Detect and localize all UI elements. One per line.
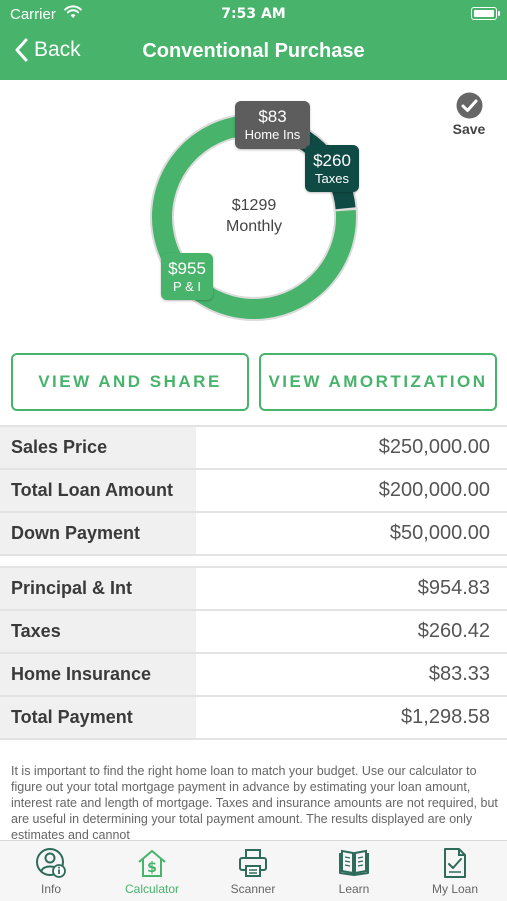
row-label: Sales Price <box>0 427 196 468</box>
row-value: $260.42 <box>417 620 490 642</box>
segment-display: $955 <box>168 259 206 278</box>
row-label: Principal & Int <box>0 568 196 609</box>
row-label: Home Insurance <box>0 654 196 695</box>
row-value: $250,000.00 <box>378 436 490 458</box>
disclaimer-text: It is important to find the right home l… <box>11 764 498 841</box>
page-title: Conventional Purchase <box>142 40 365 62</box>
segment-label: P & I <box>173 279 201 294</box>
row-value: $83.33 <box>428 663 490 685</box>
loan-summary-table: Sales Price $250,000.00 Total Loan Amoun… <box>0 425 507 556</box>
wifi-icon <box>64 5 82 23</box>
tab-label: My Loan <box>431 882 479 896</box>
header-bar: Carrier 7:53 AM Back Conventional Purcha… <box>0 0 507 80</box>
house-dollar-icon: $ <box>138 850 166 877</box>
save-button[interactable]: Save <box>448 92 490 137</box>
status-bar: Carrier 7:53 AM <box>0 5 507 24</box>
table-row: Down Payment $50,000.00 <box>0 513 507 556</box>
tab-calculator[interactable]: $ Calculator <box>112 847 192 896</box>
back-button[interactable]: Back <box>14 38 81 62</box>
segment-display: $83 <box>258 107 287 126</box>
tab-label: Learn <box>338 882 370 896</box>
status-time: 7:53 AM <box>221 6 286 22</box>
row-value: $1,298.58 <box>401 706 490 728</box>
tab-label: Info <box>40 882 61 896</box>
segment-display: $260 <box>313 151 351 170</box>
save-label: Save <box>452 121 486 137</box>
segment-tag-taxes: $260 Taxes <box>305 145 359 192</box>
row-label: Down Payment <box>0 513 196 554</box>
table-row: Principal & Int $954.83 <box>0 568 507 611</box>
chevron-left-icon <box>15 38 28 62</box>
row-label: Total Payment <box>0 697 196 738</box>
tab-bar: Info $ Calculator Scanner Learn <box>0 840 507 901</box>
checkmark-circle-icon <box>456 92 482 119</box>
row-value: $954.83 <box>417 577 490 599</box>
tab-label: Scanner <box>230 882 276 896</box>
center-value: $1299 <box>231 197 277 214</box>
row-value: $200,000.00 <box>378 479 490 501</box>
tab-label: Calculator <box>124 882 180 896</box>
svg-text:$: $ <box>147 860 157 876</box>
table-row: Home Insurance $83.33 <box>0 654 507 697</box>
tab-learn[interactable]: Learn <box>314 847 394 896</box>
table-row: Total Payment $1,298.58 <box>0 697 507 740</box>
book-icon <box>339 849 369 876</box>
printer-icon <box>239 849 267 877</box>
view-amortization-button[interactable]: VIEW AMORTIZATION <box>259 353 497 411</box>
segment-tag-pi: $955 P & I <box>161 253 213 300</box>
tab-my-loan[interactable]: My Loan <box>415 847 495 896</box>
view-and-share-button[interactable]: VIEW AND SHARE <box>11 353 249 411</box>
tab-scanner[interactable]: Scanner <box>213 847 293 896</box>
payment-donut-chart <box>150 113 358 321</box>
segment-label: Taxes <box>315 171 349 186</box>
row-label: Total Loan Amount <box>0 470 196 511</box>
segment-tag-home-ins: $83 Home Ins <box>235 101 310 149</box>
table-row: Total Loan Amount $200,000.00 <box>0 470 507 513</box>
document-check-icon <box>444 848 466 878</box>
carrier-label: Carrier <box>10 6 56 23</box>
row-value: $50,000.00 <box>389 522 490 544</box>
nav-bar: Back Conventional Purchase <box>0 38 507 68</box>
info-person-icon <box>36 848 66 878</box>
tab-info[interactable]: Info <box>11 847 91 896</box>
chart-center: $1299 Monthly <box>204 195 304 237</box>
segment-label: Home Ins <box>244 127 301 142</box>
payment-breakdown-table: Principal & Int $954.83 Taxes $260.42 Ho… <box>0 566 507 740</box>
back-label: Back <box>34 38 81 61</box>
battery-icon <box>471 7 500 20</box>
table-row: Taxes $260.42 <box>0 611 507 654</box>
row-label: Taxes <box>0 611 196 652</box>
center-label: Monthly <box>225 218 283 235</box>
table-row: Sales Price $250,000.00 <box>0 427 507 470</box>
